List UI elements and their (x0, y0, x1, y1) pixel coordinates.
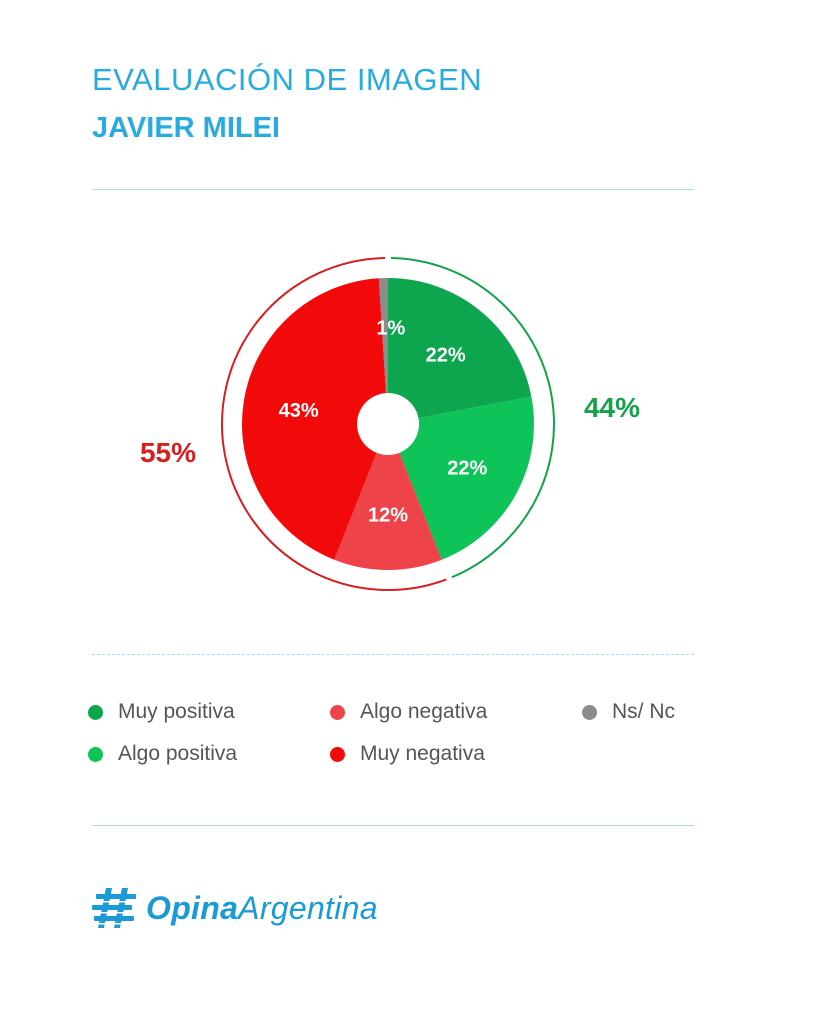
legend-label: Muy positiva (118, 700, 235, 723)
brand-name: OpinaArgentina (146, 890, 378, 927)
legend-item-algo-negativa: Algo negativa (330, 700, 487, 724)
brand-name-regular: Argentina (238, 889, 378, 926)
slice-label-algo-negativa: 12% (368, 505, 408, 527)
legend-divider (92, 654, 694, 655)
donut-chart: 22% 22% 12% 43% 1% 44% 55% (140, 257, 640, 591)
negative-total-label: 55% (140, 437, 196, 468)
legend-dot-icon (330, 746, 345, 762)
legend-label: Ns/ Nc (612, 700, 675, 723)
legend-dot-icon (88, 746, 103, 762)
positive-total-label: 44% (584, 392, 640, 423)
pie-slice-ns-nc (378, 278, 388, 424)
positive-group-ring (390, 257, 555, 579)
legend-label: Algo negativa (360, 700, 488, 723)
slice-label-muy-negativa: 43% (279, 400, 319, 422)
negative-group-ring (220, 257, 447, 591)
brand-logo: OpinaArgentina (92, 886, 378, 930)
legend-item-algo-positiva: Algo positiva (88, 742, 237, 766)
chart-subtitle: JAVIER MILEI (92, 112, 280, 144)
slice-label-muy-positiva: 22% (426, 344, 466, 366)
pie-slice-algo-positiva (388, 396, 534, 560)
legend-dot-icon (330, 704, 345, 720)
pie-slice-muy-positiva (388, 278, 532, 424)
legend-item-muy-positiva: Muy positiva (88, 700, 235, 724)
slice-label-ns-nc: 1% (376, 318, 405, 340)
legend-label: Algo positiva (118, 742, 238, 765)
chart-title: EVALUACIÓN DE IMAGEN (92, 62, 483, 97)
legend-label: Muy negativa (360, 742, 485, 765)
bottom-divider (92, 825, 694, 826)
hashtag-logo-icon (92, 888, 138, 928)
top-divider (92, 189, 694, 190)
pie-slice-muy-negativa (241, 278, 388, 560)
legend-dot-icon (88, 704, 103, 720)
legend-item-ns-nc: Ns/ Nc (582, 700, 675, 724)
brand-name-bold: Opina (146, 889, 239, 926)
donut-hole (357, 393, 419, 455)
legend-dot-icon (582, 704, 597, 720)
pie-slice-algo-negativa (334, 424, 442, 571)
legend-item-muy-negativa: Muy negativa (330, 742, 485, 766)
slice-label-algo-positiva: 22% (447, 458, 487, 480)
